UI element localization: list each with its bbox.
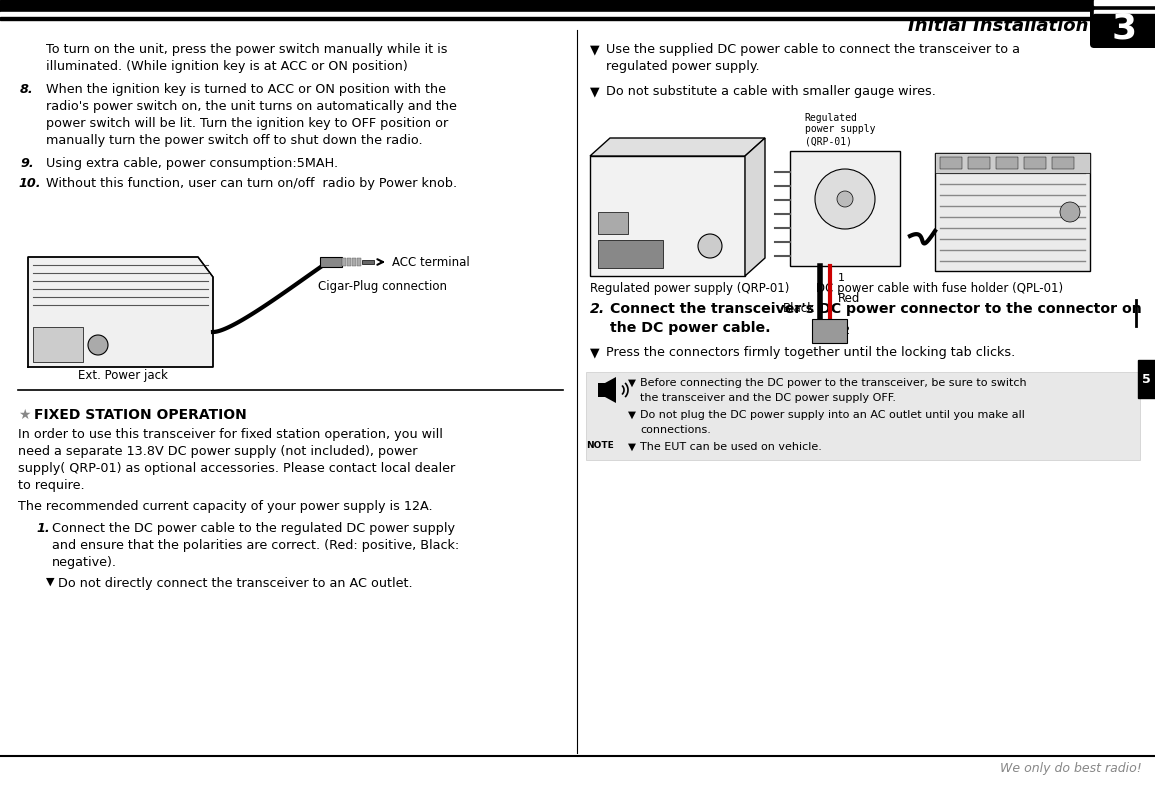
Polygon shape [605, 377, 616, 403]
Bar [586, 372, 1140, 460]
Bar [1094, 0, 1155, 5]
Text: radio's power switch on, the unit turns on automatically and the: radio's power switch on, the unit turns … [46, 100, 457, 113]
Circle shape [815, 169, 875, 229]
Bar [357, 258, 362, 266]
Bar [936, 153, 1090, 271]
Text: ▼: ▼ [46, 577, 54, 587]
Text: regulated power supply.: regulated power supply. [606, 60, 760, 73]
Text: ▼: ▼ [628, 442, 636, 452]
Bar [790, 151, 900, 266]
Bar [936, 153, 1090, 173]
Text: 2.: 2. [590, 302, 605, 316]
Text: Using extra cable, power consumption:5MAH.: Using extra cable, power consumption:5MA… [46, 157, 338, 170]
Text: Without this function, user can turn on/off  radio by Power knob.: Without this function, user can turn on/… [46, 177, 457, 190]
Text: 1: 1 [839, 273, 845, 283]
Text: In order to use this transceiver for fixed station operation, you will: In order to use this transceiver for fix… [18, 428, 442, 441]
Text: Use the supplied DC power cable to connect the transceiver to a: Use the supplied DC power cable to conne… [606, 43, 1020, 56]
Text: Connect the DC power cable to the regulated DC power supply: Connect the DC power cable to the regula… [52, 522, 455, 535]
Bar [598, 240, 663, 268]
Bar [940, 157, 962, 169]
Text: to require.: to require. [18, 479, 84, 492]
Polygon shape [745, 138, 765, 276]
Bar [342, 258, 346, 266]
Text: Do not substitute a cable with smaller gauge wires.: Do not substitute a cable with smaller g… [606, 85, 936, 98]
Text: DC power cable with fuse holder (QPL-01): DC power cable with fuse holder (QPL-01) [817, 282, 1064, 295]
Text: Cigar-Plug connection: Cigar-Plug connection [318, 280, 447, 293]
Text: When the ignition key is turned to ACC or ON position with the: When the ignition key is turned to ACC o… [46, 83, 446, 96]
Text: 3: 3 [1111, 11, 1137, 45]
Text: 5: 5 [1141, 373, 1150, 385]
Bar [1138, 360, 1155, 398]
Text: Connect the transceiver's DC power connector to the connector on: Connect the transceiver's DC power conne… [610, 302, 1142, 316]
Circle shape [88, 335, 109, 355]
FancyBboxPatch shape [1090, 0, 1155, 48]
Text: ▼: ▼ [628, 378, 636, 388]
Text: ★: ★ [18, 408, 30, 422]
Bar [346, 258, 351, 266]
Text: supply( QRP-01) as optional accessories. Please contact local dealer: supply( QRP-01) as optional accessories.… [18, 462, 455, 475]
Bar [598, 383, 605, 397]
Bar [33, 327, 83, 362]
Text: Red: Red [839, 292, 860, 304]
Text: ▼: ▼ [590, 43, 599, 56]
Bar [996, 157, 1018, 169]
Bar [0, 12, 1095, 17]
Text: Initial Installation: Initial Installation [908, 17, 1088, 35]
Bar [352, 258, 356, 266]
Text: and ensure that the polarities are correct. (Red: positive, Black:: and ensure that the polarities are corre… [52, 539, 460, 552]
Bar [1094, 10, 1155, 14]
Bar [320, 257, 342, 267]
Text: 2: 2 [842, 326, 849, 336]
Text: Before connecting the DC power to the transceiver, be sure to switch: Before connecting the DC power to the tr… [640, 378, 1027, 388]
Text: NOTE: NOTE [586, 441, 613, 450]
Text: Press the connectors firmly together until the locking tab clicks.: Press the connectors firmly together unt… [606, 346, 1015, 359]
Polygon shape [590, 138, 765, 156]
Bar [812, 319, 847, 343]
Text: ▼: ▼ [628, 410, 636, 420]
Text: Regulated power supply (QRP-01): Regulated power supply (QRP-01) [590, 282, 789, 295]
Bar [0, 0, 1095, 12]
Text: Ext. Power jack: Ext. Power jack [79, 369, 167, 382]
Text: Regulated
power supply
(QRP-01): Regulated power supply (QRP-01) [805, 113, 875, 146]
Text: To turn on the unit, press the power switch manually while it is: To turn on the unit, press the power swi… [46, 43, 447, 56]
Text: ▼: ▼ [590, 346, 599, 359]
Text: manually turn the power switch off to shut down the radio.: manually turn the power switch off to sh… [46, 134, 423, 147]
Bar [0, 17, 1095, 20]
Text: need a separate 13.8V DC power supply (not included), power: need a separate 13.8V DC power supply (n… [18, 445, 417, 458]
Text: ▼: ▼ [590, 85, 599, 98]
Text: Do not plug the DC power supply into an AC outlet until you make all: Do not plug the DC power supply into an … [640, 410, 1024, 420]
Bar [1052, 157, 1074, 169]
Text: 1.: 1. [36, 522, 50, 535]
Text: FIXED STATION OPERATION: FIXED STATION OPERATION [33, 408, 247, 422]
Circle shape [1060, 202, 1080, 222]
Text: 8.: 8. [20, 83, 33, 96]
Text: 9.: 9. [20, 157, 33, 170]
Bar [968, 157, 990, 169]
Polygon shape [28, 257, 213, 367]
Text: connections.: connections. [640, 425, 710, 435]
Bar [1024, 157, 1046, 169]
Text: The EUT can be used on vehicle.: The EUT can be used on vehicle. [640, 442, 822, 452]
Circle shape [837, 191, 854, 207]
Circle shape [698, 234, 722, 258]
Text: power switch will be lit. Turn the ignition key to OFF position or: power switch will be lit. Turn the ignit… [46, 117, 448, 130]
Text: 10.: 10. [18, 177, 40, 190]
Text: the DC power cable.: the DC power cable. [610, 321, 770, 335]
Text: the transceiver and the DC power supply OFF.: the transceiver and the DC power supply … [640, 393, 896, 403]
Text: ACC terminal: ACC terminal [392, 255, 470, 269]
Text: We only do best radio!: We only do best radio! [1000, 762, 1142, 775]
Bar [598, 212, 628, 234]
Bar [1094, 14, 1155, 20]
Bar [362, 260, 374, 264]
Bar [590, 156, 745, 276]
Text: Black: Black [783, 302, 815, 314]
Text: Do not directly connect the transceiver to an AC outlet.: Do not directly connect the transceiver … [58, 577, 412, 590]
Bar [1094, 8, 1155, 10]
Text: The recommended current capacity of your power supply is 12A.: The recommended current capacity of your… [18, 500, 433, 513]
Text: illuminated. (While ignition key is at ACC or ON position): illuminated. (While ignition key is at A… [46, 60, 408, 73]
Text: negative).: negative). [52, 556, 117, 569]
